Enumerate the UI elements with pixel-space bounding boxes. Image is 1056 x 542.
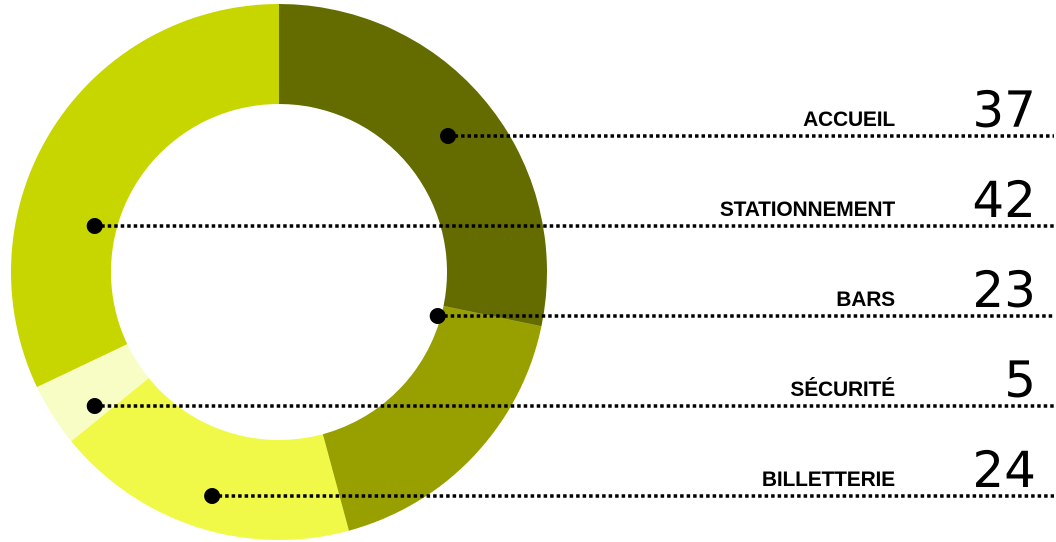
category-label-stationnement: STATIONNEMENT bbox=[720, 198, 895, 221]
category-label-billetterie: BILLETTERIE bbox=[762, 468, 895, 491]
leader-dot-stationnement bbox=[86, 218, 103, 234]
value-label-stationnement: 42 bbox=[972, 171, 1036, 229]
value-label-accueil: 37 bbox=[972, 81, 1036, 139]
category-label-bars: BARS bbox=[836, 288, 895, 311]
slice-accueil bbox=[279, 4, 547, 327]
labels-group: ACCUEIL 37 STATIONNEMENT 42 BARS 23 SÉCURITÉ 5 B… bbox=[720, 81, 1036, 499]
value-label-securite: 5 bbox=[1004, 351, 1036, 409]
value-label-billetterie: 24 bbox=[972, 441, 1036, 499]
leader-dot-accueil bbox=[440, 128, 457, 144]
leader-dot-billetterie bbox=[204, 488, 221, 504]
category-label-accueil: ACCUEIL bbox=[803, 108, 895, 131]
value-label-bars: 23 bbox=[972, 261, 1036, 319]
slice-bars bbox=[322, 306, 542, 531]
slice-stationnement bbox=[10, 4, 279, 388]
slice-securite bbox=[36, 344, 149, 442]
slices-group bbox=[10, 4, 547, 540]
category-label-securite: SÉCURITÉ bbox=[790, 378, 895, 401]
leader-dot-securite bbox=[86, 398, 103, 414]
slice-billetterie bbox=[71, 378, 349, 540]
leader-dot-bars bbox=[429, 308, 446, 324]
leaders-group bbox=[86, 128, 1054, 504]
